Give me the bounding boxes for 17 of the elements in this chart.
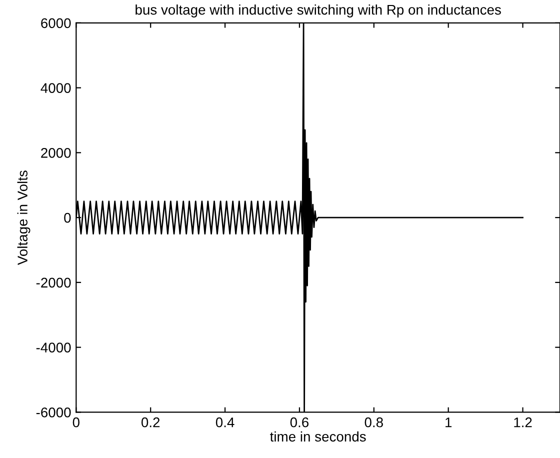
x-tick-label: 0.4 xyxy=(216,417,234,428)
x-tick-label: 0.2 xyxy=(141,417,160,428)
y-axis-title: Voltage in Volts xyxy=(17,170,30,265)
x-tick-label: 1 xyxy=(446,418,452,428)
x-tick-label: 0.8 xyxy=(364,417,383,428)
x-tick-label: 0.6 xyxy=(290,417,309,428)
x-tick-label: 1.2 xyxy=(514,417,532,428)
y-tick-label: 0 xyxy=(64,212,71,223)
y-tick-label: -4000 xyxy=(36,342,71,352)
y-tick-label: 6000 xyxy=(41,18,71,28)
y-tick-label: 4000 xyxy=(40,83,71,93)
x-tick-label: 0 xyxy=(72,417,80,428)
x-axis-title: time in seconds xyxy=(270,431,366,442)
chart-title: bus voltage with inductive switching with Rp on inductances xyxy=(136,4,501,18)
y-tick-label: -6000 xyxy=(36,408,71,418)
y-tick-label: 2000 xyxy=(41,148,71,158)
y-tick-label: -2000 xyxy=(36,278,71,288)
